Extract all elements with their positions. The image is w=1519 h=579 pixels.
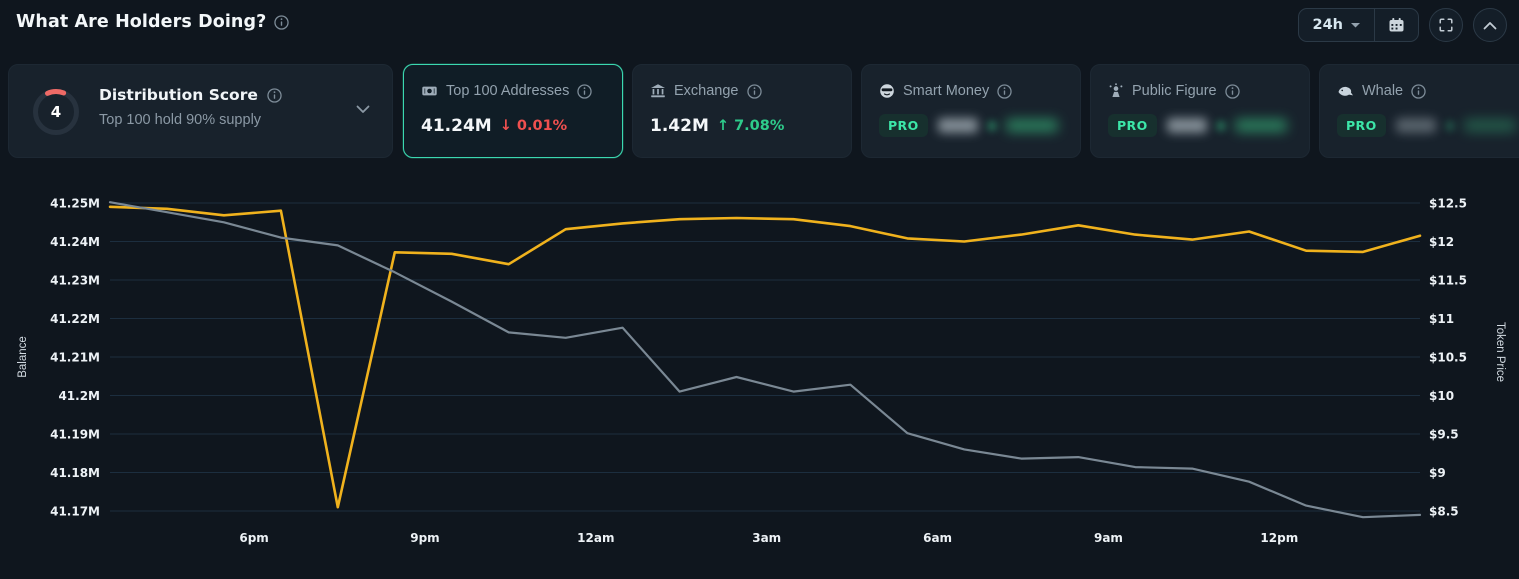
locked-arrow-blur — [1445, 120, 1454, 131]
calendar-icon — [1389, 18, 1404, 32]
x-axis-tick: 3am — [752, 531, 781, 545]
right-axis-tick: $11 — [1429, 312, 1454, 326]
info-icon[interactable] — [997, 83, 1012, 99]
info-icon[interactable] — [267, 87, 282, 103]
holders-chart[interactable]: 41.25M $12.5 41.24M $12 41.23M $11.5 41.22M $11… — [0, 170, 1519, 574]
smart-money-icon — [880, 84, 894, 98]
left-axis-tick: 41.2M — [58, 389, 100, 403]
right-axis-tick: $12 — [1429, 235, 1454, 249]
title-info-icon[interactable] — [274, 14, 290, 30]
fullscreen-icon — [1439, 18, 1453, 32]
card-value: 1.42M — [650, 116, 709, 136]
right-axis-tick: $9 — [1429, 466, 1446, 480]
left-axis-tick: 41.21M — [50, 351, 100, 365]
x-axis-tick: 12am — [577, 531, 614, 545]
whale-icon — [1338, 86, 1353, 96]
card-change: ↓ 0.01% — [499, 118, 568, 134]
top-100-addresses-card[interactable]: Top 100 Addresses 41.24M ↓ 0.01% — [403, 64, 623, 158]
public-figure-icon — [1109, 83, 1123, 97]
locked-arrow-blur — [987, 120, 996, 131]
x-axis-tick: 9pm — [410, 531, 439, 545]
info-icon[interactable] — [1224, 83, 1240, 99]
distribution-score-title: Distribution Score — [99, 86, 258, 104]
card-label: Public Figure — [1132, 83, 1217, 99]
info-icon[interactable] — [1411, 83, 1426, 99]
card-label: Exchange — [674, 83, 739, 99]
left-axis-tick: 41.23M — [50, 274, 100, 288]
right-axis-title: Token Price — [1494, 322, 1506, 382]
series-token_price — [108, 201, 1422, 519]
card-label: Smart Money — [903, 83, 990, 99]
right-axis-tick: $9.5 — [1429, 428, 1459, 442]
distribution-score-subtitle: Top 100 hold 90% supply — [99, 112, 262, 128]
chevron-down-icon — [1351, 22, 1360, 27]
right-axis-tick: $12.5 — [1429, 197, 1467, 211]
distribution-score-card[interactable]: 4 Distribution Score Top 100 hold 90% su… — [8, 64, 393, 158]
locked-value-blur — [937, 118, 978, 133]
left-axis-tick: 41.22M — [50, 312, 100, 326]
pro-badge: PRO — [1337, 114, 1386, 137]
left-axis-tick: 41.19M — [50, 428, 100, 442]
panel-header: What Are Holders Doing? — [16, 12, 290, 32]
card-value: 41.24M — [421, 116, 492, 136]
smart-money-card[interactable]: Smart Money PRO — [861, 64, 1081, 158]
header-controls: 24h — [1298, 8, 1507, 42]
distribution-score-value: 4 — [50, 103, 62, 121]
left-axis-title: Balance — [17, 336, 29, 378]
right-axis-tick: $8.5 — [1429, 505, 1459, 519]
chevron-down-icon[interactable] — [356, 105, 370, 114]
time-range-dropdown[interactable]: 24h — [1299, 9, 1374, 41]
pro-badge: PRO — [1108, 114, 1157, 137]
locked-change-blur — [1234, 119, 1287, 132]
calendar-button[interactable] — [1375, 9, 1418, 41]
public-figure-card[interactable]: Public Figure PRO — [1090, 64, 1310, 158]
right-axis-tick: $11.5 — [1429, 274, 1467, 288]
time-range-value: 24h — [1312, 17, 1343, 33]
page-title: What Are Holders Doing? — [16, 12, 267, 32]
fullscreen-button[interactable] — [1429, 8, 1463, 42]
collapse-button[interactable] — [1473, 8, 1507, 42]
x-axis-tick: 6am — [923, 531, 952, 545]
bank-icon — [651, 84, 665, 98]
left-axis-tick: 41.25M — [50, 197, 100, 211]
locked-value-blur — [1166, 118, 1207, 133]
card-label: Whale — [1362, 83, 1404, 99]
x-axis-tick: 9am — [1094, 531, 1123, 545]
banknote-icon — [422, 86, 437, 96]
pro-badge: PRO — [879, 114, 928, 137]
card-change: ↑ 7.08% — [716, 118, 785, 134]
whale-card[interactable]: Whale PRO — [1319, 64, 1519, 158]
distribution-score-gauge: 4 — [31, 87, 81, 137]
left-axis-tick: 41.18M — [50, 466, 100, 480]
series-balance — [108, 205, 1422, 509]
locked-value-blur — [1395, 118, 1436, 133]
right-axis-tick: $10.5 — [1429, 351, 1467, 365]
card-label: Top 100 Addresses — [446, 83, 570, 99]
locked-change-blur — [1463, 119, 1516, 132]
x-axis-tick: 6pm — [239, 531, 268, 545]
chart-area: 41.25M $12.5 41.24M $12 41.23M $11.5 41.22M $11… — [0, 170, 1519, 574]
left-axis-tick: 41.24M — [50, 235, 100, 249]
chevron-up-icon — [1483, 21, 1497, 29]
locked-change-blur — [1005, 119, 1058, 132]
exchange-card[interactable]: Exchange 1.42M ↑ 7.08% — [632, 64, 852, 158]
time-range-group: 24h — [1298, 8, 1419, 42]
info-icon[interactable] — [746, 83, 762, 99]
locked-arrow-blur — [1216, 120, 1225, 131]
info-icon[interactable] — [577, 83, 593, 99]
score-arc — [33, 89, 79, 135]
left-axis-tick: 41.17M — [50, 505, 100, 519]
right-axis-tick: $10 — [1429, 389, 1454, 403]
x-axis-tick: 12pm — [1260, 531, 1298, 545]
divider — [1374, 9, 1375, 41]
